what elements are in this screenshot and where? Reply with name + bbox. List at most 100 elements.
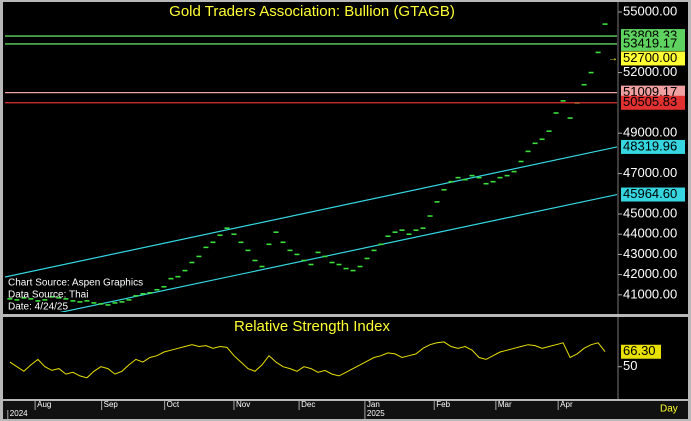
price-mark	[602, 23, 608, 25]
price-mark	[49, 296, 55, 298]
price-mark	[203, 246, 209, 249]
price-mark	[35, 300, 41, 302]
price-mark	[210, 241, 216, 244]
level-label: 50505.83	[623, 94, 677, 109]
rsi-title: Relative Strength Index	[234, 318, 390, 335]
note: Date: 4/24/25	[8, 302, 68, 313]
y-tick-label: 55000.00	[623, 3, 677, 18]
price-mark	[301, 259, 307, 262]
price-mark	[511, 170, 517, 173]
y-tick-label: 43000.00	[623, 246, 677, 261]
price-mark	[280, 241, 286, 244]
price-mark	[308, 263, 314, 266]
price-mark	[357, 265, 363, 268]
price-mark	[350, 269, 356, 272]
price-mark	[455, 176, 461, 179]
price-mark	[448, 180, 454, 183]
price-mark	[231, 233, 237, 236]
rsi-panel	[3, 317, 688, 399]
price-mark	[63, 298, 69, 300]
channel-label-bg	[621, 187, 685, 202]
price-mark	[70, 300, 76, 302]
price-mark	[7, 298, 13, 300]
note: Chart Source: Aspen Graphics	[8, 278, 143, 289]
price-panel	[3, 2, 688, 314]
price-mark	[518, 160, 524, 163]
price-mark	[462, 178, 468, 181]
price-mark	[343, 267, 349, 270]
price-mark	[525, 150, 531, 153]
price-mark	[385, 235, 391, 238]
y-tick-label: 44000.00	[623, 226, 677, 241]
price-mark	[287, 249, 293, 252]
price-mark	[497, 176, 503, 179]
price-mark	[490, 180, 496, 183]
price-mark	[84, 300, 90, 302]
price-mark	[581, 83, 587, 86]
price-mark	[217, 234, 223, 237]
price-mark	[273, 231, 279, 233]
price-mark	[476, 176, 482, 179]
price-mark	[14, 299, 20, 301]
rsi-current-bg	[621, 344, 661, 359]
y-tick-label: 47000.00	[623, 165, 677, 180]
y-tick-label: 42000.00	[623, 266, 677, 281]
price-mark	[588, 71, 594, 74]
channel-label: 48319.96	[623, 138, 677, 153]
price-mark	[245, 249, 251, 252]
price-mark	[399, 229, 405, 231]
date-strip	[3, 401, 688, 419]
price-mark	[560, 100, 566, 102]
price-mark	[126, 299, 132, 301]
price-mark	[434, 201, 440, 203]
price-mark	[595, 51, 601, 54]
x-tick-label: Oct	[167, 400, 180, 409]
price-mark	[427, 215, 433, 217]
price-mark	[42, 299, 48, 301]
price-mark	[392, 231, 398, 233]
price-mark	[21, 297, 27, 299]
rsi-current-label: 66.30	[623, 343, 656, 358]
x-tick-label: Nov	[236, 400, 250, 409]
price-mark	[406, 233, 412, 236]
level-label: 51009.17	[623, 84, 677, 99]
price-mark	[266, 243, 272, 246]
y-tick-label: 45000.00	[623, 205, 677, 220]
price-mark	[553, 112, 559, 114]
y-tick-label: 49000.00	[623, 125, 677, 140]
y-tick-label: 52000.00	[623, 64, 677, 79]
price-mark	[259, 265, 265, 268]
price-mark	[420, 227, 426, 229]
year-label: 2024	[10, 409, 28, 418]
price-mark	[252, 259, 258, 262]
price-mark	[189, 261, 195, 264]
price-mark	[112, 302, 118, 304]
x-tick-label: Apr	[560, 400, 573, 409]
price-mark	[133, 295, 139, 297]
current-label: 52700.00	[623, 50, 677, 65]
x-tick-label: Jan	[367, 400, 380, 409]
price-mark	[441, 188, 447, 191]
price-mark	[378, 243, 384, 246]
y-tick-label: 41000.00	[623, 286, 677, 301]
price-mark	[371, 249, 377, 252]
price-mark	[175, 275, 181, 278]
price-mark	[567, 117, 573, 119]
price-mark	[539, 138, 545, 141]
channel-line	[59, 193, 618, 312]
year-label: 2025	[367, 409, 385, 418]
chart-title: Gold Traders Association: Bullion (GTAGB…	[169, 3, 455, 20]
x-tick-label: Aug	[37, 400, 51, 409]
price-mark	[315, 251, 321, 254]
x-tick-label: Feb	[436, 400, 450, 409]
price-mark	[294, 253, 300, 256]
price-mark	[154, 288, 160, 291]
channel-line	[5, 146, 618, 278]
price-mark	[238, 241, 244, 244]
price-mark	[161, 285, 167, 288]
price-mark	[98, 303, 104, 305]
price-mark	[483, 182, 489, 185]
level-label: 53419.17	[623, 35, 677, 50]
